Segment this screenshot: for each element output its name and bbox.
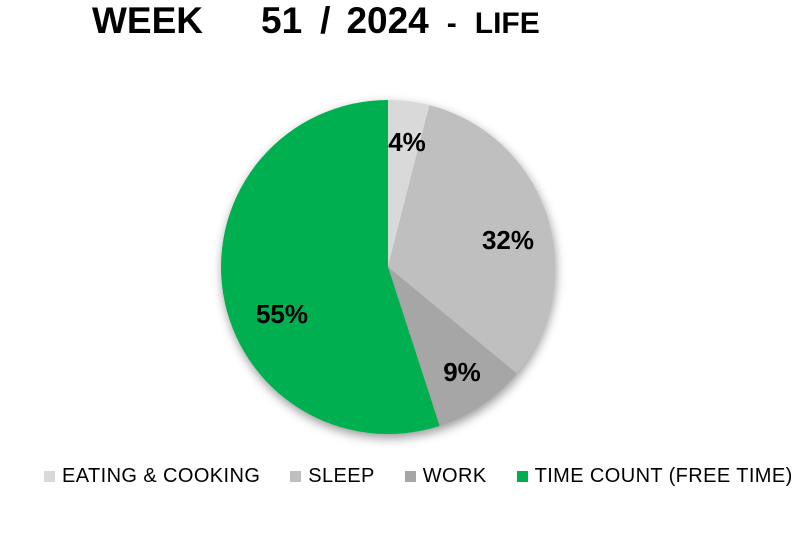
pie-slice-work: [388, 267, 517, 426]
title-part-week-number: 51: [261, 0, 303, 41]
pie-slice-sleep: [388, 105, 556, 374]
chart-legend: EATING & COOKING SLEEP WORK TIME COUNT (…: [44, 466, 792, 486]
title-part-life: LIFE: [474, 7, 540, 40]
legend-swatch-icon: [516, 470, 528, 482]
pie-data-label-free-time: 55%: [255, 299, 309, 329]
legend-label-work: WORK: [422, 465, 487, 487]
legend-label-free-time: TIME COUNT (FREE TIME): [534, 465, 792, 487]
legend-label-sleep: SLEEP: [308, 465, 375, 487]
legend-item-eating-cooking: EATING & COOKING: [44, 466, 260, 486]
title-part-slash: /: [320, 0, 331, 41]
chart-title: WEEK 51 / 2024- LIFE: [92, 0, 540, 43]
legend-label-eating-cooking: EATING & COOKING: [62, 465, 261, 487]
legend-swatch-icon: [290, 470, 302, 482]
legend-item-free-time: TIME COUNT (FREE TIME): [516, 465, 792, 487]
title-part-dash: -: [446, 7, 457, 40]
pie-data-label-eating-cooking: 4%: [388, 127, 426, 157]
pie-chart: [221, 100, 556, 434]
title-part-week: WEEK: [92, 0, 203, 41]
pie-slice-eating-cooking: [388, 100, 430, 267]
legend-swatch-icon: [404, 470, 416, 482]
pie-data-label-sleep: 32%: [481, 225, 535, 255]
title-part-year: 2024: [346, 0, 429, 41]
legend-item-sleep: SLEEP: [290, 466, 374, 486]
pie-slice-time-count-free-time: [221, 100, 440, 434]
legend-item-work: WORK: [404, 465, 487, 487]
legend-swatch-icon: [44, 470, 55, 482]
pie-data-label-work: 9%: [443, 357, 481, 387]
